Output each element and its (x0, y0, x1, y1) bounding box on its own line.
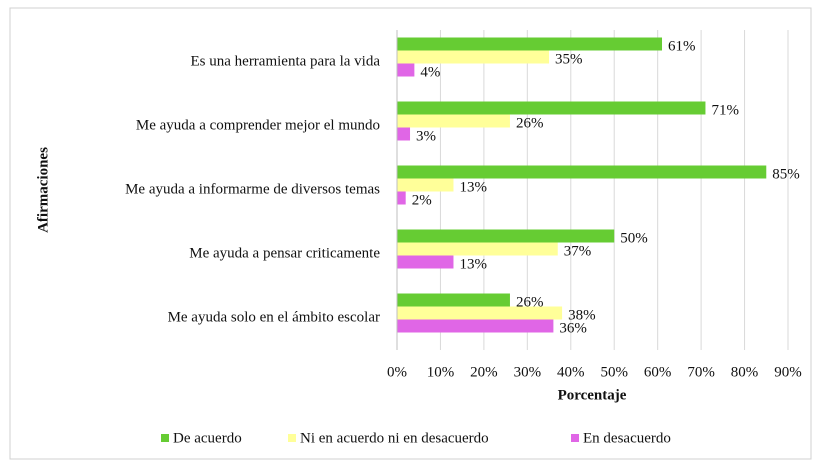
x-tick-label: 40% (557, 364, 585, 380)
legend-swatch (571, 434, 579, 442)
bar (397, 319, 554, 333)
data-label: 35% (555, 51, 583, 67)
y-tick-label: Me ayuda a comprender mejor el mundo (136, 117, 380, 133)
data-label: 4% (420, 64, 440, 80)
bar (397, 178, 454, 192)
bar (397, 191, 406, 205)
y-axis-title: Afirmaciones (35, 147, 51, 233)
data-label: 38% (568, 307, 596, 323)
x-axis-title: Porcentaje (558, 387, 627, 403)
data-label: 36% (559, 320, 587, 336)
x-tick-label: 50% (600, 364, 628, 380)
data-label: 13% (459, 256, 487, 272)
bar (397, 101, 706, 115)
data-label: 85% (772, 166, 800, 182)
bar (397, 37, 663, 51)
data-label: 50% (620, 230, 648, 246)
data-label: 37% (564, 243, 592, 259)
bar (397, 242, 558, 256)
data-label: 71% (711, 102, 739, 118)
x-tick-label: 20% (470, 364, 498, 380)
data-label: 3% (416, 128, 436, 144)
bar (397, 127, 411, 141)
bar (397, 165, 767, 179)
legend-label: En desacuerdo (583, 430, 671, 446)
bar (397, 293, 510, 307)
y-tick-label: Me ayuda solo en el ámbito escolar (168, 309, 380, 325)
data-label: 13% (459, 179, 487, 195)
bar (397, 306, 563, 320)
x-tick-label: 70% (687, 364, 715, 380)
legend-label: Ni en acuerdo ni en desacuerdo (300, 430, 489, 446)
bar (397, 114, 510, 128)
bar (397, 229, 615, 243)
x-tick-label: 30% (514, 364, 542, 380)
y-tick-label: Me ayuda a informarme de diversos temas (125, 181, 380, 197)
x-tick-label: 90% (774, 364, 802, 380)
x-tick-label: 0% (387, 364, 407, 380)
bar (397, 63, 415, 77)
data-label: 26% (516, 115, 544, 131)
y-tick-label: Es una herramienta para la vida (191, 53, 381, 69)
x-tick-label: 10% (427, 364, 455, 380)
x-tick-label: 80% (731, 364, 759, 380)
legend-swatch (161, 434, 169, 442)
data-label: 61% (668, 38, 696, 54)
legend-label: De acuerdo (173, 430, 242, 446)
data-label: 2% (412, 192, 432, 208)
legend-swatch (288, 434, 296, 442)
data-label: 26% (516, 294, 544, 310)
y-tick-label: Me ayuda a pensar criticamente (189, 245, 380, 261)
bar (397, 50, 550, 64)
x-tick-label: 60% (644, 364, 672, 380)
bar (397, 255, 454, 269)
